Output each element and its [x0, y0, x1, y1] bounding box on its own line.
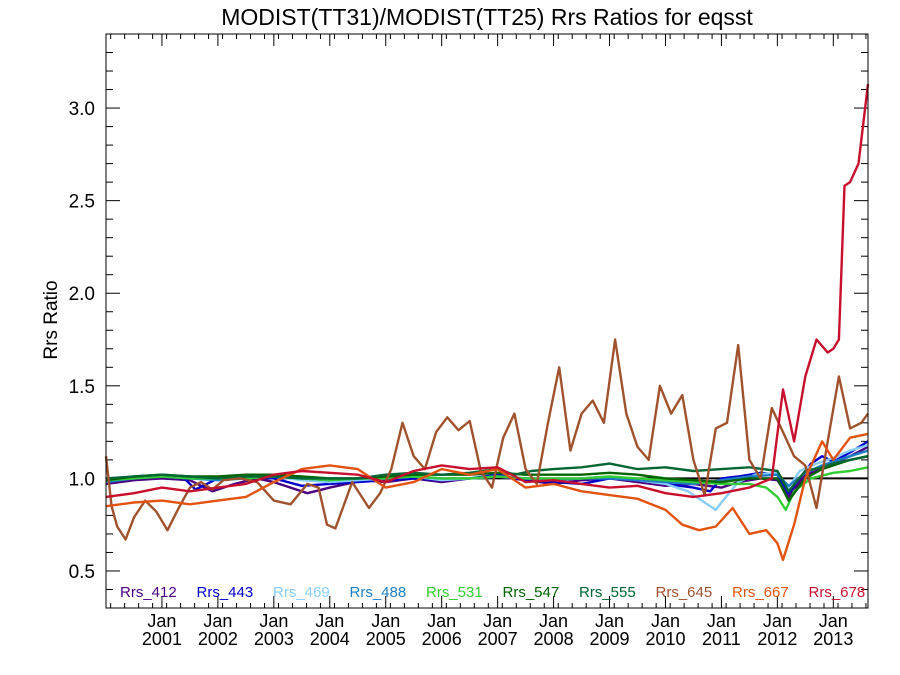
legend-entry: Rrs_645 [656, 584, 713, 601]
x-tick-month-label: Jan [427, 611, 456, 631]
legend-entry: Rrs_469 [273, 584, 330, 601]
series-line-rrs-531 [105, 466, 869, 512]
legend-entry: Rrs_547 [503, 584, 560, 601]
y-tick-label: 1.0 [69, 469, 95, 490]
x-tick-year-label: 2013 [813, 629, 853, 649]
x-tick-month-label: Jan [707, 611, 736, 631]
x-tick-month-label: Jan [259, 611, 288, 631]
x-tick-month-label: Jan [539, 611, 568, 631]
legend-entry: Rrs_488 [350, 584, 407, 601]
legend-entry: Rrs_555 [579, 584, 636, 601]
series-line-rrs-547 [105, 455, 869, 502]
legend-entry: Rrs_531 [426, 584, 483, 601]
legend-entry: Rrs_443 [197, 584, 254, 601]
x-tick-month-label: Jan [483, 611, 512, 631]
x-tick-year-label: 2008 [534, 629, 574, 649]
legend-entry: Rrs_412 [120, 584, 177, 601]
y-tick-label: 2.5 [69, 192, 95, 213]
x-tick-year-label: 2010 [645, 629, 685, 649]
x-tick-year-label: 2004 [310, 629, 350, 649]
legend-entry: Rrs_678 [809, 584, 866, 601]
x-tick-month-label: Jan [315, 611, 344, 631]
plot-frame [105, 33, 869, 609]
x-tick-year-label: 2002 [198, 629, 238, 649]
x-tick-labels: Jan2001Jan2002Jan2003Jan2004Jan2005Jan20… [142, 611, 853, 649]
y-tick-label: 3.0 [69, 99, 95, 120]
series-line-rrs-645 [104, 338, 869, 541]
x-tick-month-label: Jan [203, 611, 232, 631]
x-tick-month-label: Jan [595, 611, 624, 631]
y-tick-label: 0.5 [69, 562, 95, 583]
series-line-rrs-678 [105, 83, 870, 499]
x-tick-year-label: 2011 [702, 629, 741, 649]
x-tick-month-label: Jan [371, 611, 400, 631]
y-axis-label: Rrs Ratio [41, 280, 62, 359]
x-tick-year-label: 2009 [590, 629, 630, 649]
x-tick-month-label: Jan [147, 611, 176, 631]
legend: Rrs_412 Rrs_443 Rrs_469 Rrs_488 Rrs_531 Rrs_5… [120, 584, 865, 601]
y-tick-label: 2.0 [69, 284, 95, 305]
series-lines [104, 83, 870, 562]
x-tick-year-label: 2007 [478, 629, 518, 649]
series-line-rrs-667 [105, 432, 869, 562]
x-tick-year-label: 2006 [422, 629, 462, 649]
legend-entry: Rrs_667 [732, 584, 789, 601]
chart-title: MODIST(TT31)/MODIST(TT25) Rrs Ratios for… [221, 4, 753, 30]
series-line-rrs-555 [105, 455, 869, 493]
y-tick-labels: 0.5 1.0 1.5 2.0 2.5 3.0 [69, 99, 95, 583]
x-tick-year-label: 2001 [142, 629, 182, 649]
y-tick-label: 1.5 [69, 377, 95, 398]
x-tick-year-label: 2003 [254, 629, 294, 649]
x-tick-month-label: Jan [763, 611, 792, 631]
x-tick-month-label: Jan [651, 611, 680, 631]
x-tick-year-label: 2012 [757, 629, 797, 649]
x-tick-month-label: Jan [819, 611, 848, 631]
axis-ticks [106, 33, 868, 608]
x-tick-year-label: 2005 [366, 629, 406, 649]
